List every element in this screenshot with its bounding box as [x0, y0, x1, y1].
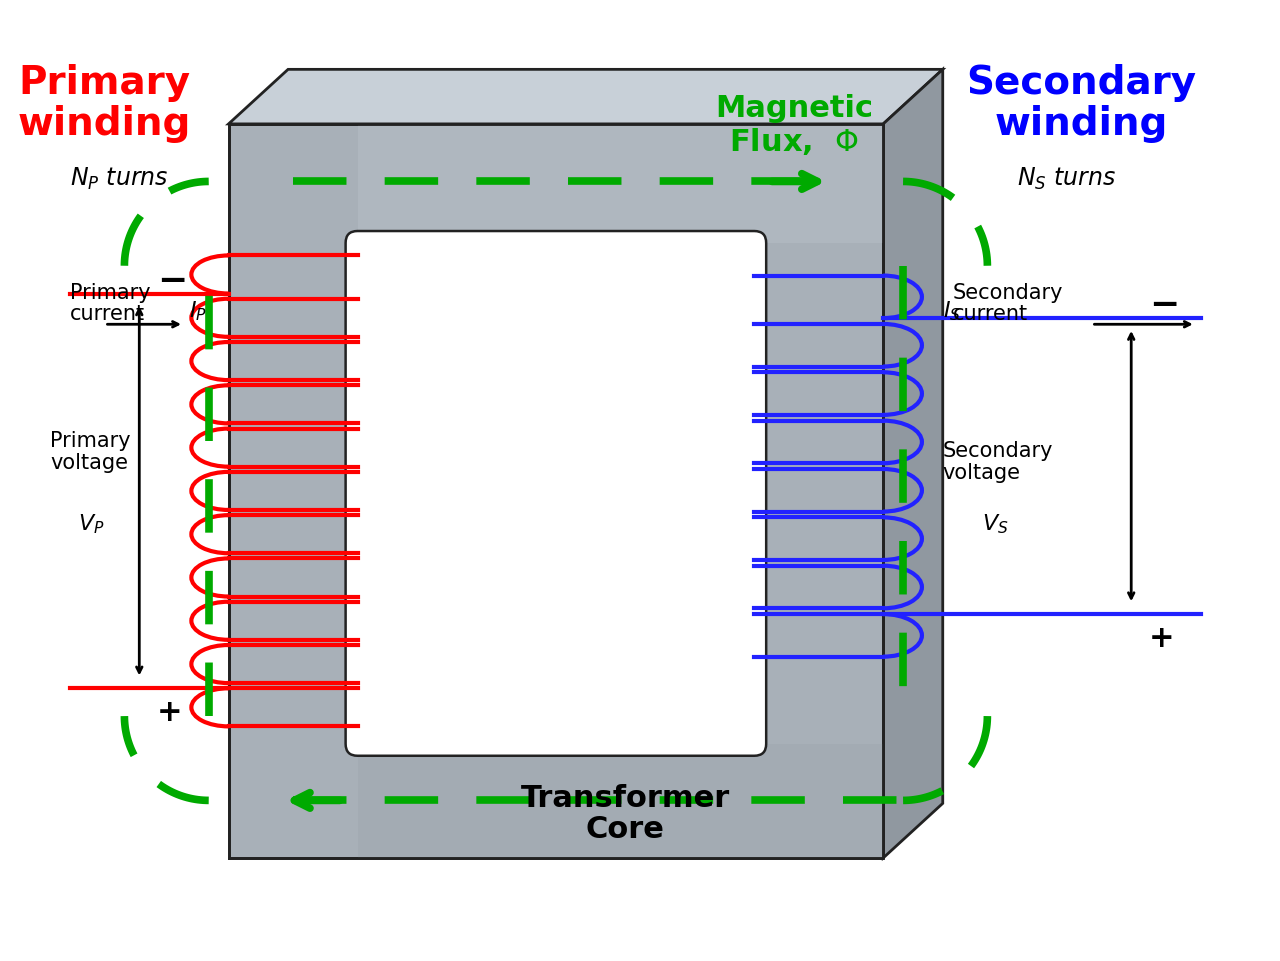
- Text: Magnetic
Flux,  $\Phi$: Magnetic Flux, $\Phi$: [716, 94, 873, 157]
- Polygon shape: [357, 188, 814, 243]
- Text: Primary
voltage: Primary voltage: [50, 431, 131, 473]
- Polygon shape: [883, 69, 943, 858]
- Text: $V_P$: $V_P$: [78, 512, 105, 536]
- Polygon shape: [229, 744, 883, 858]
- Text: Primary
winding: Primary winding: [18, 64, 191, 143]
- Text: $I_S$: $I_S$: [943, 299, 961, 323]
- Text: $N_P$ turns: $N_P$ turns: [70, 165, 169, 192]
- Polygon shape: [754, 188, 814, 744]
- Polygon shape: [229, 124, 883, 858]
- Text: Secondary
current: Secondary current: [952, 283, 1064, 324]
- Text: −: −: [157, 263, 187, 298]
- Text: +: +: [1149, 624, 1175, 653]
- Text: Secondary
winding: Secondary winding: [966, 64, 1197, 143]
- FancyBboxPatch shape: [346, 231, 767, 755]
- Text: +: +: [157, 699, 183, 727]
- Text: $I_P$: $I_P$: [189, 299, 207, 323]
- Text: −: −: [1149, 288, 1179, 322]
- Polygon shape: [229, 69, 943, 124]
- Text: Primary
current: Primary current: [70, 283, 151, 324]
- Text: $N_S$ turns: $N_S$ turns: [1018, 165, 1116, 192]
- Text: Transformer
Core: Transformer Core: [521, 783, 730, 844]
- Text: $V_S$: $V_S$: [983, 512, 1009, 536]
- Polygon shape: [229, 124, 883, 243]
- Text: Secondary
voltage: Secondary voltage: [943, 441, 1053, 483]
